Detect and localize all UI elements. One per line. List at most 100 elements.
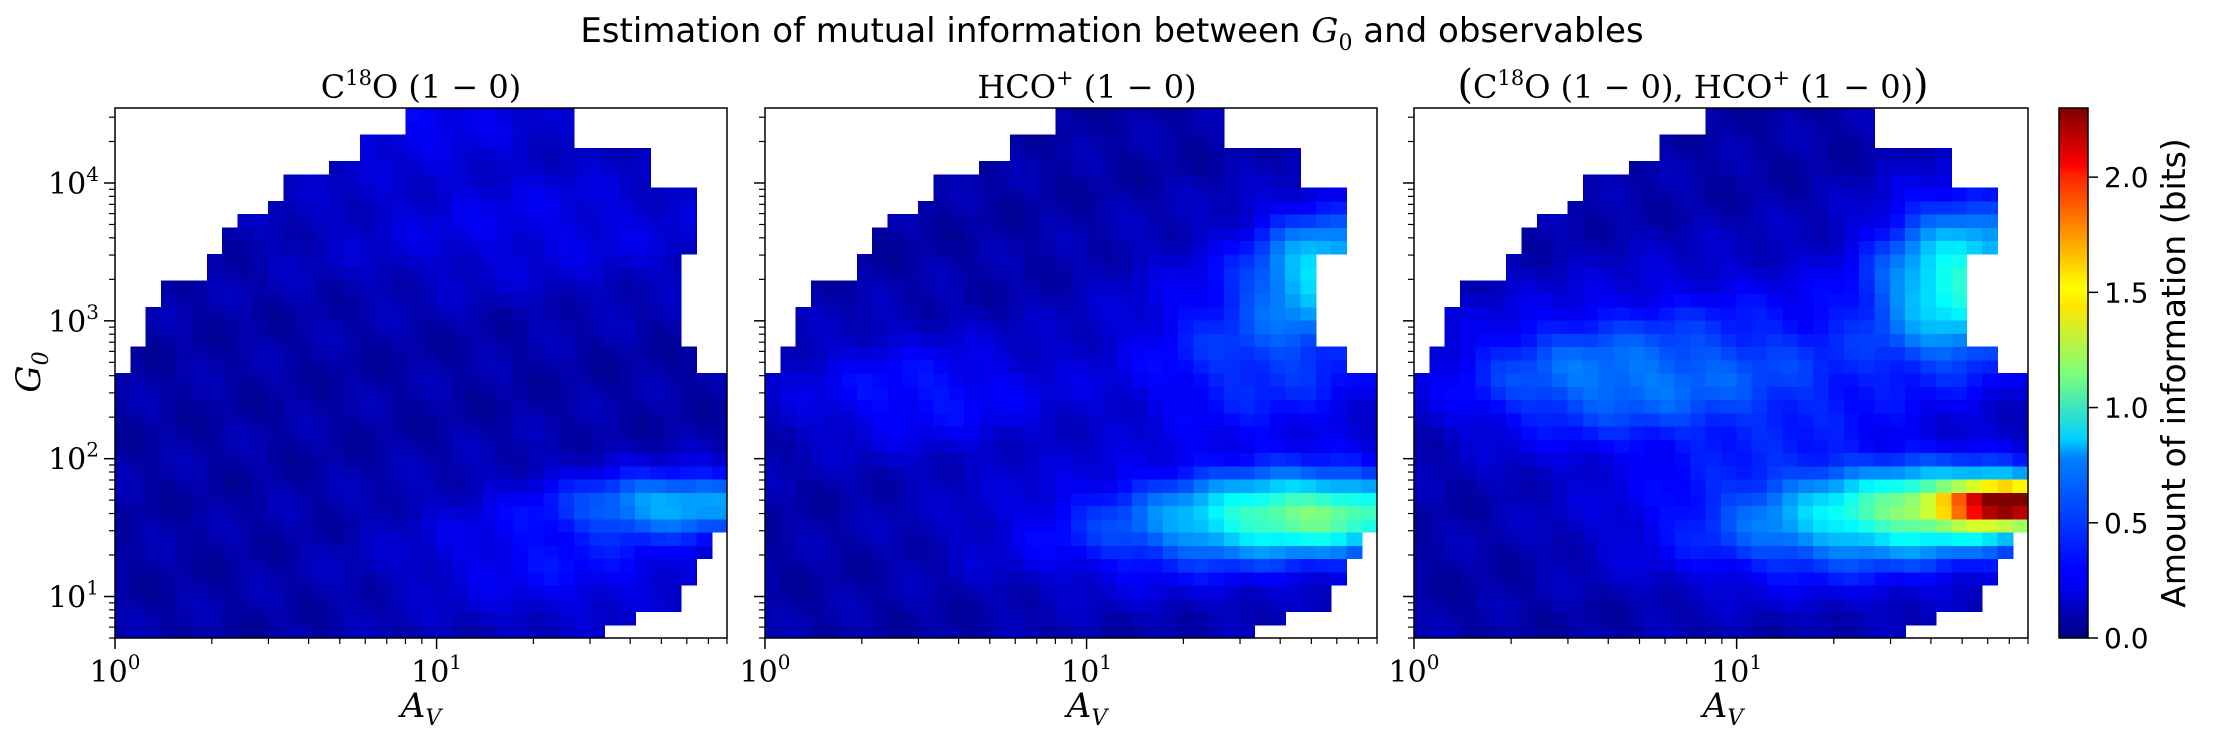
heatmap-cell — [1414, 386, 1430, 401]
heatmap-cell — [1920, 346, 1937, 361]
heatmap-cell — [1101, 227, 1118, 242]
heatmap-cell — [344, 532, 361, 546]
heatmap-cell — [1521, 359, 1538, 374]
heatmap-cell — [1813, 412, 1830, 427]
heatmap-cell — [558, 227, 575, 242]
heatmap-cell — [1567, 200, 1584, 215]
heatmap-cell — [1300, 465, 1317, 480]
heatmap-cell — [1300, 439, 1317, 454]
heatmap-cell — [497, 108, 514, 122]
heatmap-cell — [466, 386, 483, 401]
heatmap-cell — [390, 479, 407, 493]
heatmap-cell — [1101, 505, 1118, 520]
heatmap-cell — [1582, 412, 1599, 427]
heatmap-cell — [1414, 399, 1430, 414]
heatmap-cell — [344, 465, 361, 480]
heatmap-cell — [933, 585, 950, 599]
heatmap-cell — [466, 532, 483, 546]
heatmap-cell — [375, 479, 391, 493]
heatmap-cell — [1269, 545, 1286, 560]
heatmap-cell — [375, 412, 391, 427]
heatmap-cell — [1981, 200, 1998, 215]
heatmap-cell — [558, 386, 575, 401]
heatmap-cell — [1208, 187, 1225, 202]
heatmap-cell — [872, 306, 888, 321]
heatmap-cell — [436, 479, 453, 493]
heatmap-cell — [1751, 359, 1768, 374]
heatmap-cell — [604, 253, 621, 268]
heatmap-cell — [1025, 373, 1041, 387]
heatmap-cell — [1521, 571, 1538, 586]
heatmap-cell — [1460, 598, 1476, 613]
heatmap-cell — [1705, 479, 1722, 493]
heatmap-cell — [1147, 333, 1164, 348]
heatmap-cell — [268, 492, 284, 507]
heatmap-cell — [589, 479, 606, 493]
heatmap-cell — [1751, 121, 1768, 136]
heatmap-cell — [1598, 320, 1615, 334]
heatmap-cell — [1674, 465, 1691, 480]
heatmap-cell — [528, 346, 544, 361]
heatmap-cell — [1147, 399, 1164, 414]
heatmap-cell — [1224, 161, 1240, 175]
heatmap-cell — [918, 465, 934, 480]
heatmap-cell — [780, 518, 797, 533]
heatmap-cell — [1828, 373, 1845, 387]
heatmap-cell — [405, 492, 422, 507]
heatmap-cell — [619, 306, 636, 321]
heatmap-cell — [482, 505, 499, 520]
heatmap-cell — [1521, 426, 1538, 440]
heatmap-cell — [948, 253, 965, 268]
heatmap-cell — [1239, 611, 1256, 626]
heatmap-cell — [1751, 253, 1768, 268]
heatmap-cell — [1506, 465, 1523, 480]
heatmap-cell — [1285, 253, 1302, 268]
heatmap-cell — [1797, 174, 1814, 189]
heatmap-cell — [1797, 479, 1814, 493]
heatmap-cell — [1690, 585, 1707, 599]
heatmap-cell — [421, 121, 437, 136]
heatmap-cell — [1132, 227, 1149, 242]
heatmap-cell — [1644, 359, 1661, 374]
heatmap-cell — [1429, 439, 1446, 454]
heatmap-cell — [1269, 585, 1286, 599]
heatmap-cell — [222, 492, 238, 507]
heatmap-cell — [1997, 545, 2014, 560]
heatmap-cell — [1475, 505, 1492, 520]
heatmap-cell — [589, 386, 606, 401]
heatmap-cell — [887, 624, 904, 639]
heatmap-cell — [1490, 598, 1507, 613]
heatmap-cell — [1285, 147, 1302, 162]
heatmap-cell — [405, 624, 422, 639]
heatmap-cell — [421, 227, 437, 242]
heatmap-cell — [1721, 465, 1737, 480]
heatmap-cell — [283, 386, 300, 401]
heatmap-cell — [115, 465, 131, 480]
heatmap-cell — [451, 439, 468, 454]
heatmap-cell — [1506, 359, 1523, 374]
heatmap-cell — [558, 240, 575, 255]
heatmap-cell — [329, 253, 346, 268]
heatmap-cell — [1567, 267, 1584, 281]
heatmap-cell — [1116, 134, 1133, 149]
heatmap-cell — [1613, 227, 1630, 242]
heatmap-cell — [1889, 320, 1906, 334]
heatmap-cell — [1874, 505, 1891, 520]
heatmap-cell — [1315, 200, 1332, 215]
heatmap-cell — [1101, 187, 1118, 202]
heatmap-cell — [1116, 174, 1133, 189]
heatmap-cell — [1147, 267, 1164, 281]
heatmap-cell — [1025, 598, 1041, 613]
heatmap-cell — [1644, 161, 1661, 175]
heatmap-cell — [1224, 465, 1240, 480]
heatmap-cell — [1300, 240, 1317, 255]
heatmap-cell — [466, 253, 483, 268]
heatmap-cell — [191, 571, 208, 586]
heatmap-cell — [979, 624, 996, 639]
heatmap-cell — [344, 161, 361, 175]
heatmap-cell — [933, 465, 950, 480]
heatmap-cell — [359, 293, 376, 308]
heatmap-cell — [482, 161, 499, 175]
heatmap-cell — [696, 386, 713, 401]
heatmap-cell — [1193, 465, 1210, 480]
